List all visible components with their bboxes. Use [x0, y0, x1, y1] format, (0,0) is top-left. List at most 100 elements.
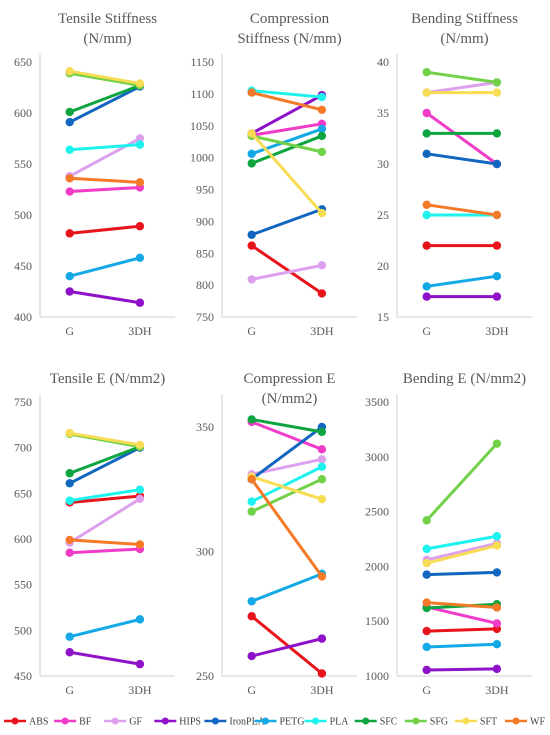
series-ironpla — [422, 568, 502, 579]
series-line — [425, 152, 499, 166]
series-line — [425, 534, 499, 551]
legend-item-sft: SFT — [454, 717, 497, 728]
legend-label: IronPLA — [229, 717, 265, 728]
y-tick-label: 250 — [196, 669, 214, 683]
data-point — [317, 634, 327, 643]
y-tick-label: 600 — [14, 532, 32, 546]
series-line — [68, 71, 142, 87]
y-tick-label: 350 — [196, 420, 214, 434]
y-tick-label: 600 — [14, 106, 32, 120]
series-line — [425, 605, 499, 625]
data-point — [317, 92, 327, 102]
data-point — [317, 572, 327, 581]
legend-swatch-marker — [11, 717, 19, 725]
series-abs — [65, 222, 145, 238]
legend-swatch-marker — [412, 717, 420, 725]
series-sfc — [422, 129, 502, 138]
x-tick-label: 3DH — [310, 324, 334, 338]
series-line — [250, 417, 324, 434]
series-sft — [65, 428, 145, 450]
y-tick-label: 700 — [14, 441, 32, 455]
data-point — [492, 159, 502, 169]
series-line — [68, 256, 142, 278]
data-point — [317, 455, 327, 464]
series-line — [68, 538, 142, 546]
y-tick-label: 2500 — [365, 505, 389, 519]
data-point — [65, 496, 74, 505]
data-point — [492, 603, 502, 612]
series-line — [250, 89, 324, 99]
series-petg — [65, 615, 145, 641]
data-point — [492, 272, 502, 281]
series-line — [250, 134, 324, 165]
series-line — [425, 570, 499, 577]
data-point — [317, 475, 327, 484]
x-tick-label: 3DH — [485, 324, 509, 338]
y-tick-label: 1000 — [190, 151, 214, 165]
series-line — [250, 244, 324, 295]
series-line — [68, 185, 142, 194]
series-line — [68, 290, 142, 305]
data-point — [65, 479, 74, 488]
y-tick-label: 400 — [14, 310, 32, 324]
data-point — [65, 428, 74, 438]
series-line — [250, 637, 324, 658]
data-point — [492, 541, 502, 550]
y-tick-label: 450 — [14, 669, 32, 683]
data-point — [65, 145, 74, 154]
data-point — [317, 669, 327, 678]
data-point — [492, 664, 502, 674]
y-tick-label: 500 — [14, 208, 32, 222]
legend-item-ironpla: IronPLA — [204, 717, 266, 728]
data-point — [422, 665, 431, 675]
series-line — [250, 91, 324, 112]
legend-swatch-marker — [161, 717, 169, 725]
x-tick-label: G — [422, 683, 431, 697]
series-sfg — [247, 475, 327, 516]
y-tick-label: 750 — [14, 395, 32, 409]
data-point — [422, 88, 431, 97]
y-tick-label: 850 — [196, 246, 214, 260]
data-point — [65, 66, 74, 76]
series-pla — [422, 532, 502, 554]
y-tick-label: 3000 — [365, 450, 389, 464]
legend-label: ABS — [29, 717, 48, 728]
series-line — [68, 84, 142, 124]
data-point — [492, 568, 502, 577]
data-point — [422, 108, 431, 118]
data-point — [317, 462, 327, 471]
y-tick-label: 1100 — [190, 87, 214, 101]
series-line — [250, 134, 324, 154]
x-tick-label: G — [422, 324, 431, 338]
data-point — [65, 535, 74, 545]
series-gf — [247, 261, 327, 284]
y-tick-label: 35 — [377, 106, 389, 120]
data-point — [65, 272, 74, 281]
data-point — [247, 159, 256, 168]
y-tick-label: 500 — [14, 623, 32, 637]
y-tick-label: 800 — [196, 278, 214, 292]
data-point — [135, 298, 145, 307]
data-point — [247, 415, 256, 424]
series-abs — [247, 612, 327, 678]
data-point — [492, 78, 502, 87]
series-line — [250, 207, 324, 237]
data-point — [317, 261, 327, 270]
data-point — [65, 632, 74, 641]
chart-title-line: Compression — [250, 11, 330, 27]
data-point — [135, 178, 145, 187]
y-tick-label: 950 — [196, 183, 214, 197]
series-line — [68, 446, 142, 485]
series-line — [425, 111, 499, 166]
data-point — [135, 494, 145, 504]
data-point — [65, 648, 74, 657]
data-point — [492, 439, 502, 448]
series-line — [68, 488, 142, 503]
data-point — [422, 292, 431, 301]
series-line — [250, 475, 324, 501]
chart-title-line: (N/mm2) — [262, 391, 318, 407]
chart-title-line: Bending Stiffness — [411, 11, 518, 27]
series-line — [250, 93, 324, 135]
series-pla — [65, 140, 145, 154]
